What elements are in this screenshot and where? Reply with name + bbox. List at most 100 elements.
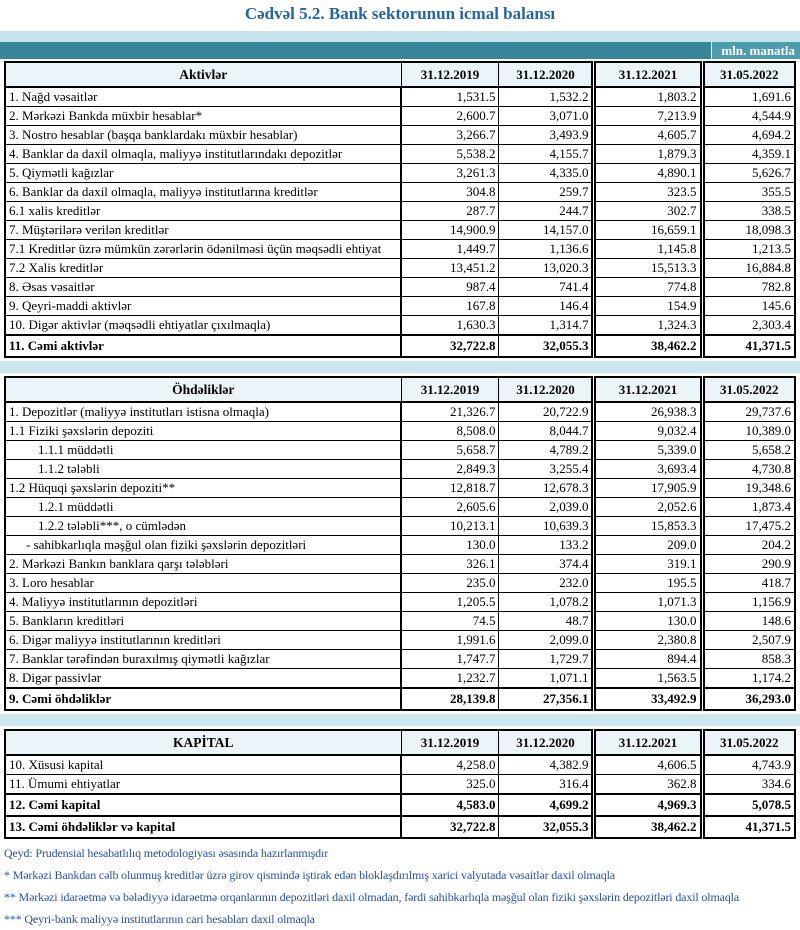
cell-value: 4,694.2 xyxy=(699,125,796,145)
column-header-2019: 31.12.2019 xyxy=(400,729,500,756)
footnotes: Qeyd: Prudensial hesabatlılıq metodologi… xyxy=(4,846,796,926)
cell-value: 334.6 xyxy=(699,774,796,795)
cell-value: 2,052.6 xyxy=(591,497,703,517)
cell-value: 323.5 xyxy=(591,182,703,202)
row-label: 1. Nağd vəsaitlər xyxy=(4,86,402,107)
cell-value: 1,873.4 xyxy=(699,497,796,517)
cell-value: 5,626.7 xyxy=(699,163,796,183)
liabilities-header-row: Öhdəliklər 31.12.2019 31.12.2020 31.12.2… xyxy=(4,376,796,403)
column-header-2021: 31.12.2021 xyxy=(591,376,703,403)
row-label: 1.2.2 tələbli***, o cümlədən xyxy=(4,516,402,536)
cell-value: 195.5 xyxy=(591,573,703,593)
row-label: 6. Banklar da daxil olmaqla, maliyyə ins… xyxy=(4,182,402,202)
cell-value: 17,475.2 xyxy=(699,516,796,536)
cell-value: 259.7 xyxy=(498,182,595,202)
cell-value: 19,348.6 xyxy=(699,478,796,498)
cell-value: 16,884.8 xyxy=(699,258,796,278)
cell-value: 133.2 xyxy=(498,535,595,555)
cell-value: 4,743.9 xyxy=(699,754,796,775)
cell-value: 326.1 xyxy=(400,554,500,574)
cell-value: 4,606.5 xyxy=(591,754,703,775)
page-title: Cədvəl 5.2. Bank sektorunun icmal balans… xyxy=(244,4,556,23)
section-gap-band xyxy=(0,714,800,726)
cell-value: 4,583.0 xyxy=(400,793,500,817)
row-label: 1. Depozitlər (maliyyə institutları isti… xyxy=(4,401,402,422)
cell-value: 32,055.3 xyxy=(498,815,595,839)
cell-value: 1,324.3 xyxy=(591,315,703,336)
column-header-2019: 31.12.2019 xyxy=(400,61,500,88)
cell-value: 304.8 xyxy=(400,182,500,202)
cell-value: 2,099.0 xyxy=(498,630,595,650)
table-row: 10. Digər aktivlər (məqsədli ehtiyatlar … xyxy=(4,315,796,336)
row-label: 1.2 Hüquqi şəxslərin depoziti** xyxy=(4,478,402,498)
column-header-2021: 31.12.2021 xyxy=(591,61,703,88)
cell-value: 287.7 xyxy=(400,201,500,221)
decor-band-dark: mln. manatla xyxy=(0,42,800,59)
cell-value: 145.6 xyxy=(699,296,796,316)
row-label: 5. Qiymətli kağızlar xyxy=(4,163,402,183)
cell-value: 28,139.8 xyxy=(400,687,500,711)
row-label: 9. Qeyri-maddi aktivlər xyxy=(4,296,402,316)
table-row: 12. Cəmi kapital 4,583.0 4,699.2 4,969.3 5,0… xyxy=(4,793,796,817)
table-row: 1.1.1 müddətli 5,658.7 4,789.2 5,339.0 5,658… xyxy=(4,440,796,460)
cell-value: 9,032.4 xyxy=(591,421,703,441)
row-label: 1.2.1 müddətli xyxy=(4,497,402,517)
cell-value: 1,879.3 xyxy=(591,144,703,164)
column-header-2019: 31.12.2019 xyxy=(400,376,500,403)
section-gap-band xyxy=(0,361,800,373)
decor-band-right-segment xyxy=(711,42,800,59)
cell-value: 8,044.7 xyxy=(498,421,595,441)
cell-value: 894.4 xyxy=(591,649,703,669)
row-label: 10. Digər aktivlər (məqsədli ehtiyatlar … xyxy=(4,315,402,336)
cell-value: 1,747.7 xyxy=(400,649,500,669)
cell-value: 5,658.2 xyxy=(699,440,796,460)
column-header-2022: 31.05.2022 xyxy=(699,376,796,403)
decor-band-light xyxy=(0,31,800,42)
cell-value: 13,020.3 xyxy=(498,258,595,278)
table-row: - sahibkarlıqla məşğul olan fiziki şəxsl… xyxy=(4,535,796,555)
row-label: 7.1 Kreditlər üzrə mümkün zərərlərin ödə… xyxy=(4,239,402,259)
cell-value: 1,449.7 xyxy=(400,239,500,259)
cell-value: 987.4 xyxy=(400,277,500,297)
cell-value: 18,098.3 xyxy=(699,220,796,240)
column-header-2022: 31.05.2022 xyxy=(699,61,796,88)
table-row: 1. Depozitlər (maliyyə institutları isti… xyxy=(4,401,796,422)
cell-value: 1,531.5 xyxy=(400,86,500,107)
cell-value: 2,600.7 xyxy=(400,106,500,126)
cell-value: 774.8 xyxy=(591,277,703,297)
cell-value: 355.5 xyxy=(699,182,796,202)
cell-value: 1,071.3 xyxy=(591,592,703,612)
row-label: 9. Cəmi öhdəliklər xyxy=(4,687,402,711)
cell-value: 1,145.8 xyxy=(591,239,703,259)
cell-value: 1,314.7 xyxy=(498,315,595,336)
cell-value: 204.2 xyxy=(699,535,796,555)
cell-value: 4,359.1 xyxy=(699,144,796,164)
cell-value: 21,326.7 xyxy=(400,401,500,422)
cell-value: 5,078.5 xyxy=(699,793,796,817)
table-row: 8. Digər passivlər 1,232.7 1,071.1 1,563.5 1… xyxy=(4,668,796,689)
cell-value: 418.7 xyxy=(699,573,796,593)
cell-value: 15,853.3 xyxy=(591,516,703,536)
cell-value: 3,261.3 xyxy=(400,163,500,183)
table-row: 1.1 Fiziki şəxslərin depoziti 8,508.0 8,04… xyxy=(4,421,796,441)
cell-value: 362.8 xyxy=(591,774,703,795)
cell-value: 325.0 xyxy=(400,774,500,795)
cell-value: 13,451.2 xyxy=(400,258,500,278)
cell-value: 1,071.1 xyxy=(498,668,595,689)
row-label: 7. Müştərilərə verilən kreditlər xyxy=(4,220,402,240)
cell-value: 741.4 xyxy=(498,277,595,297)
cell-value: 7,213.9 xyxy=(591,106,703,126)
footnote-1: * Mərkəzi Bankdan cəlb olunmuş kreditlər… xyxy=(4,868,615,882)
table-row: 6. Banklar da daxil olmaqla, maliyyə ins… xyxy=(4,182,796,202)
cell-value: 2,039.0 xyxy=(498,497,595,517)
page: Cədvəl 5.2. Bank sektorunun icmal balans… xyxy=(0,4,800,926)
cell-value: 290.9 xyxy=(699,554,796,574)
cell-value: 4,258.0 xyxy=(400,754,500,775)
cell-value: 2,380.8 xyxy=(591,630,703,650)
table-row: 1.2.1 müddətli 2,605.6 2,039.0 2,052.6 1,873… xyxy=(4,497,796,517)
cell-value: 2,303.4 xyxy=(699,315,796,336)
column-header-2020: 31.12.2020 xyxy=(498,61,595,88)
table-row: 6.1 xalis kreditlər 287.7 244.7 302.7 338.5 xyxy=(4,201,796,221)
row-label: 6.1 xalis kreditlər xyxy=(4,201,402,221)
cell-value: 1,991.6 xyxy=(400,630,500,650)
